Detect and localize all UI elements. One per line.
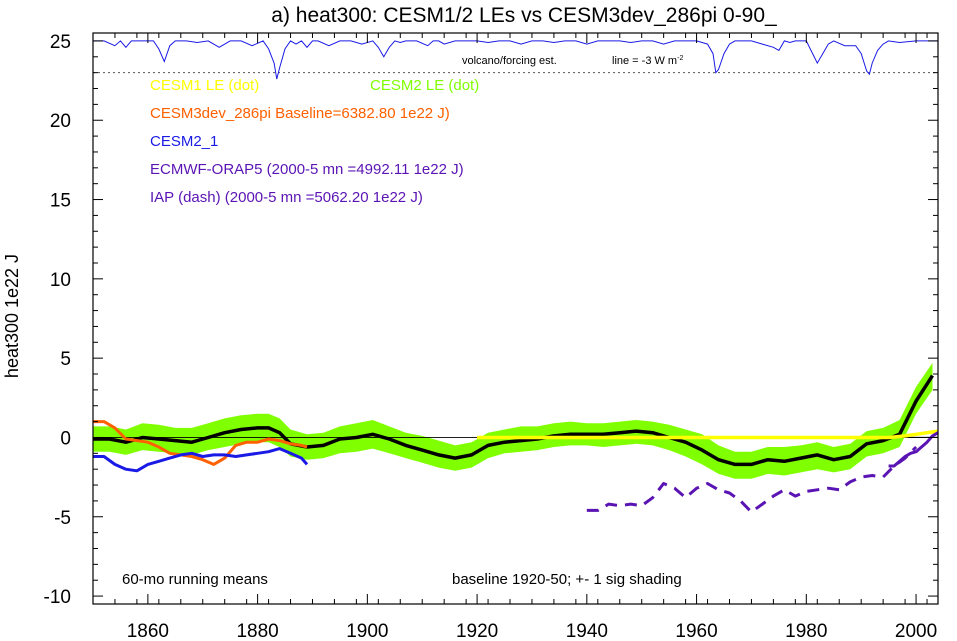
y-tick-label: 10 <box>50 270 71 291</box>
x-tick-label: 1940 <box>566 621 608 641</box>
legend-ecmwf-orap5: ECMWF-ORAP5 (2000-5 mn =4992.11 1e22 J) <box>150 161 464 178</box>
x-tick-label: 1960 <box>675 621 717 641</box>
axes: 1860 1880 1900 1920 1940 1960 1980 2000 -10 -5 0 5 1… <box>44 32 938 641</box>
plot-frame <box>92 32 939 605</box>
cesm2-1-line <box>93 447 309 473</box>
cesm2-le-sig-band <box>93 362 933 479</box>
legend-cesm2-1: CESM2_1 <box>150 133 218 150</box>
legend-cesm2-le: CESM2 LE (dot) <box>370 77 479 94</box>
cesm2-le-mean-line <box>93 374 934 467</box>
y-tick-label: 0 <box>60 428 71 449</box>
y-tick-label: -10 <box>44 587 71 608</box>
ecmwf-orap5-line <box>888 431 939 468</box>
legend-cesm3dev: CESM3dev_286pi Baseline=6382.80 1e22 J) <box>150 105 450 122</box>
series-layer <box>93 374 939 514</box>
y-axis-label: heat300 1e22 J <box>2 254 22 378</box>
x-tick-label: 1900 <box>346 621 388 641</box>
volcano-label: volcano/forcing est. <box>462 55 557 67</box>
volcano-line-label: line = -3 W m-2 <box>612 55 683 67</box>
x-tick-label: 1920 <box>456 621 498 641</box>
volcano-line-text: line = -3 W m <box>612 55 677 67</box>
y-tick-label: 15 <box>50 191 71 212</box>
x-tick-label: 1860 <box>127 621 169 641</box>
x-tick-label: 1880 <box>236 621 278 641</box>
volcano-layer <box>93 40 938 80</box>
x-tick-label: 1980 <box>785 621 827 641</box>
cesm3dev-line <box>93 420 308 466</box>
legend: CESM1 LE (dot) CESM2 LE (dot) CESM3dev_2… <box>150 77 479 206</box>
y-tick-label: -5 <box>54 508 71 529</box>
sig-shading-layer <box>93 362 933 479</box>
y-tick-label: 5 <box>60 349 71 370</box>
volcano-forcing-line <box>93 40 938 80</box>
running-means-note: 60-mo running means <box>122 571 268 588</box>
volcano-line-superscript: -2 <box>677 55 683 62</box>
chart-title: a) heat300: CESM1/2 LEs vs CESM3dev_286p… <box>271 4 777 27</box>
x-tick-label: 2000 <box>895 621 937 641</box>
baseline-note: baseline 1920-50; +- 1 sig shading <box>452 571 682 588</box>
legend-cesm1-le: CESM1 LE (dot) <box>150 77 259 94</box>
y-tick-label: 25 <box>50 32 71 53</box>
y-tick-label: 20 <box>50 111 71 132</box>
cesm1-le-line <box>477 429 939 440</box>
legend-iap: IAP (dash) (2000-5 mn =5062.20 1e22 J) <box>150 189 423 206</box>
